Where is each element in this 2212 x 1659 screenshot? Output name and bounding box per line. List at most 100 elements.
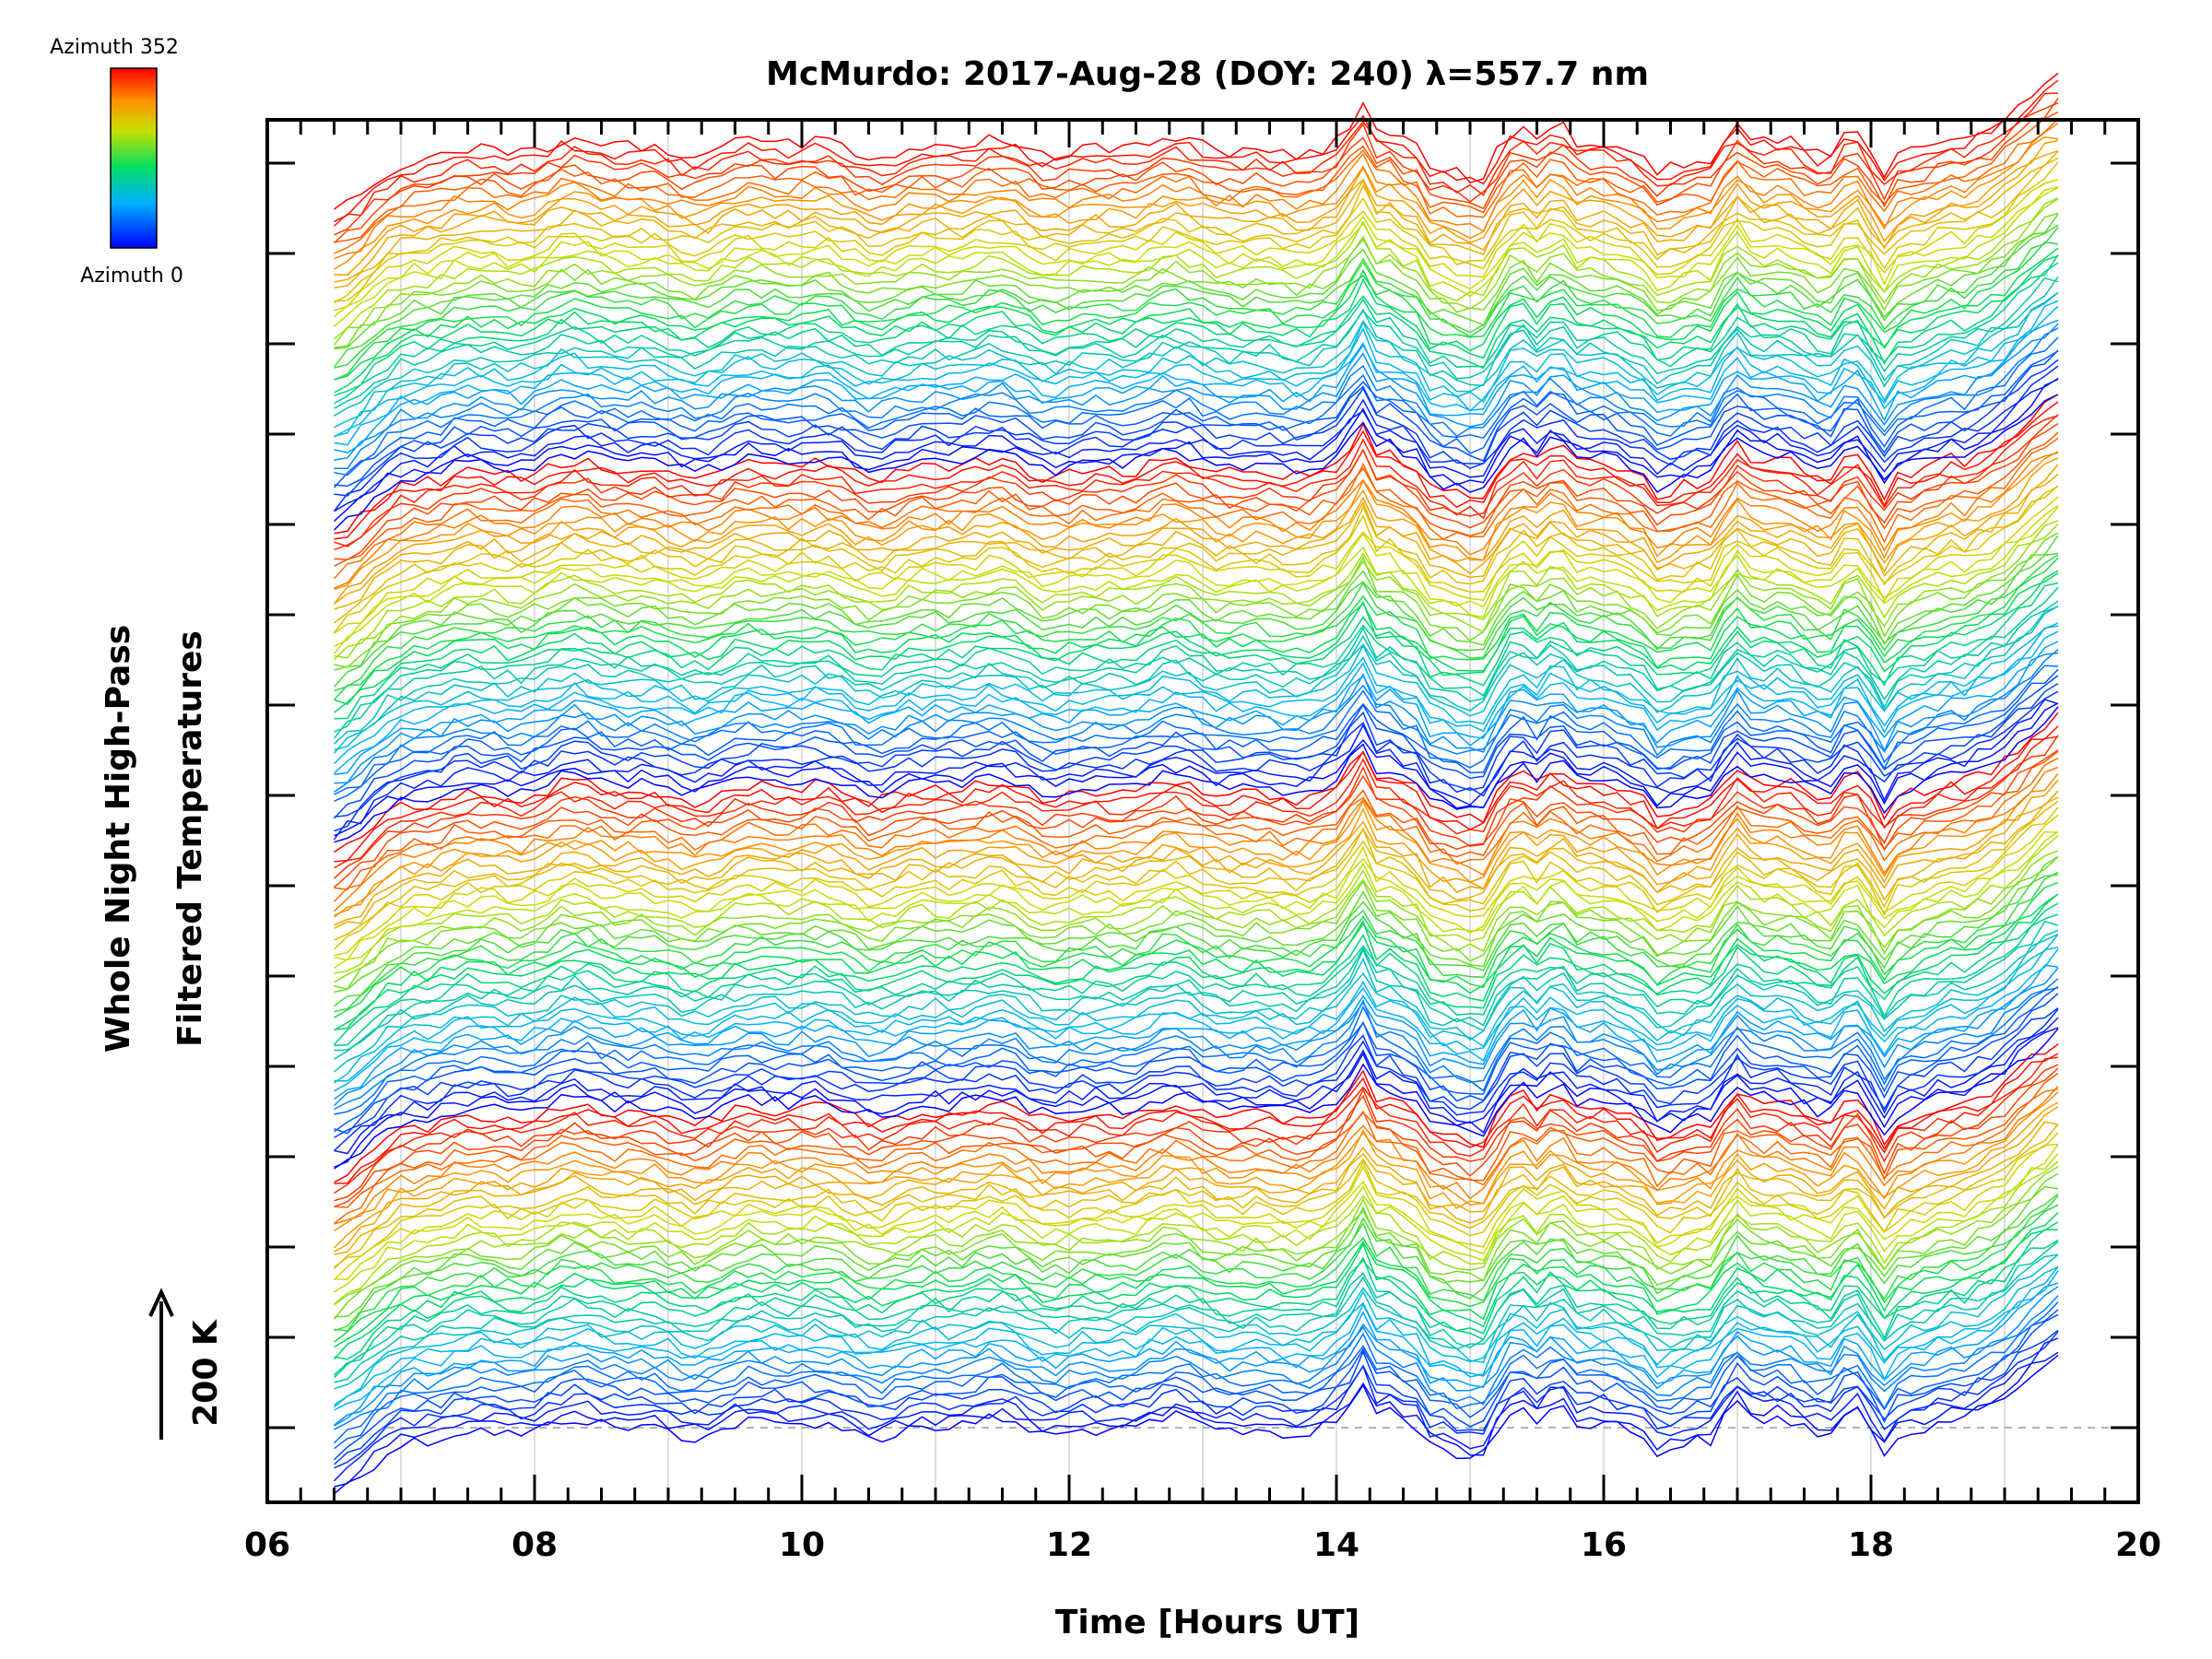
series-line-104 bbox=[334, 622, 2059, 751]
x-tick-label: 08 bbox=[512, 1526, 558, 1564]
series-line-59 bbox=[334, 934, 2059, 1084]
series-line-124 bbox=[334, 473, 2059, 610]
series-line-77 bbox=[333, 806, 2059, 950]
series-line-133 bbox=[334, 415, 2059, 547]
series-line-163 bbox=[334, 197, 2059, 340]
series-line-94 bbox=[334, 690, 2059, 832]
x-axis-label: Time [Hours UT] bbox=[1055, 1604, 1359, 1641]
series-line-78 bbox=[334, 800, 2059, 941]
series-line-164 bbox=[334, 186, 2059, 327]
series-line-151 bbox=[334, 276, 2059, 417]
series-line-97 bbox=[334, 668, 2059, 802]
series-line-169 bbox=[334, 150, 2059, 288]
series-line-35 bbox=[334, 1106, 2059, 1253]
series-line-76 bbox=[334, 814, 2059, 957]
series-line-154 bbox=[334, 254, 2059, 396]
series-line-55 bbox=[333, 967, 2059, 1107]
series-line-123 bbox=[334, 485, 2059, 624]
series-line-36 bbox=[333, 1101, 2059, 1249]
series-line-141 bbox=[334, 349, 2059, 488]
series-line-62 bbox=[334, 920, 2059, 1052]
series-line-112 bbox=[333, 557, 2059, 700]
series-line-26 bbox=[333, 1172, 2059, 1321]
series-line-145 bbox=[334, 323, 2059, 461]
series-line-113 bbox=[334, 554, 2059, 692]
series-line-140 bbox=[334, 359, 2059, 497]
x-tick-label: 12 bbox=[1046, 1526, 1092, 1564]
series-line-20 bbox=[333, 1221, 2059, 1360]
series-line-155 bbox=[334, 254, 2059, 394]
series-line-161 bbox=[334, 212, 2059, 349]
series-line-107 bbox=[333, 600, 2059, 739]
series-line-159 bbox=[333, 224, 2059, 368]
series-line-177 bbox=[334, 101, 2059, 236]
series-line-88 bbox=[334, 735, 2059, 869]
series-line-138 bbox=[334, 377, 2059, 512]
series-line-147 bbox=[334, 305, 2059, 446]
series-line-86 bbox=[334, 749, 2059, 888]
series-line-132 bbox=[334, 414, 2059, 551]
series-line-50 bbox=[334, 1006, 2059, 1139]
series-line-66 bbox=[334, 893, 2059, 1031]
series-line-5 bbox=[333, 1329, 2059, 1465]
series-line-150 bbox=[334, 291, 2059, 429]
series-line-100 bbox=[334, 652, 2059, 784]
series-line-16 bbox=[334, 1253, 2059, 1383]
series-line-101 bbox=[334, 641, 2059, 776]
series-line-53 bbox=[334, 987, 2059, 1115]
series-line-74 bbox=[334, 830, 2059, 970]
series-line-51 bbox=[334, 993, 2059, 1135]
series-line-1 bbox=[334, 1354, 2059, 1495]
series-line-40 bbox=[334, 1072, 2059, 1208]
series-line-93 bbox=[333, 699, 2059, 841]
series-line-48 bbox=[334, 1017, 2059, 1155]
series-line-72 bbox=[334, 850, 2059, 983]
series-line-68 bbox=[334, 871, 2059, 1013]
series-line-32 bbox=[334, 1132, 2059, 1268]
series-line-30 bbox=[334, 1143, 2059, 1280]
colorbar-max-label: Azimuth 352 bbox=[50, 36, 179, 59]
series-line-52 bbox=[334, 985, 2059, 1133]
series-line-105 bbox=[333, 606, 2059, 754]
series-line-99 bbox=[334, 649, 2059, 794]
series-line-61 bbox=[334, 929, 2059, 1060]
series-group bbox=[333, 72, 2059, 1495]
series-line-121 bbox=[334, 496, 2059, 634]
series-line-173 bbox=[334, 123, 2059, 260]
colorbar-gradient bbox=[110, 67, 158, 249]
series-line-96 bbox=[333, 675, 2059, 819]
series-line-146 bbox=[334, 319, 2059, 453]
series-line-9 bbox=[334, 1295, 2059, 1430]
series-line-109 bbox=[334, 582, 2059, 720]
series-line-10 bbox=[334, 1286, 2059, 1426]
series-line-89 bbox=[334, 725, 2059, 863]
series-line-153 bbox=[334, 262, 2059, 405]
series-line-41 bbox=[334, 1067, 2059, 1207]
series-line-82 bbox=[334, 772, 2059, 916]
colorbar: Azimuth 352 Azimuth 0 bbox=[50, 36, 183, 288]
series-line-176 bbox=[333, 97, 2059, 244]
series-line-135 bbox=[334, 394, 2059, 535]
series-line-166 bbox=[334, 178, 2059, 312]
series-line-8 bbox=[333, 1301, 2059, 1444]
series-line-103 bbox=[333, 625, 2059, 765]
series-line-119 bbox=[333, 506, 2059, 654]
x-tick-label: 14 bbox=[1313, 1526, 1359, 1564]
series-line-106 bbox=[333, 606, 2059, 745]
series-line-84 bbox=[333, 757, 2059, 902]
series-line-45 bbox=[334, 1043, 2059, 1183]
series-line-60 bbox=[334, 933, 2059, 1073]
x-tick-labels: 06 08 10 12 14 16 18 20 bbox=[244, 1526, 2161, 1564]
series-line-157 bbox=[334, 241, 2059, 381]
series-line-102 bbox=[333, 630, 2059, 774]
series-line-81 bbox=[334, 779, 2059, 918]
series-line-170 bbox=[334, 149, 2059, 283]
scale-label: 200 K bbox=[187, 1319, 225, 1427]
series-line-171 bbox=[334, 139, 2059, 276]
series-line-29 bbox=[334, 1153, 2059, 1293]
series-line-13 bbox=[334, 1266, 2059, 1408]
series-line-142 bbox=[333, 350, 2059, 488]
series-line-7 bbox=[334, 1309, 2059, 1450]
x-tick-label: 06 bbox=[244, 1526, 290, 1564]
series-line-126 bbox=[333, 457, 2059, 605]
